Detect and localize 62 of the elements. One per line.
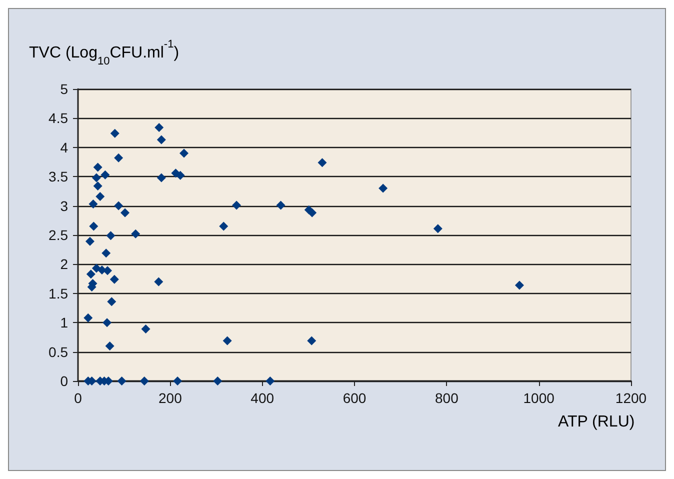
point	[141, 324, 150, 334]
y-tick-label: 1	[60, 314, 68, 331]
point	[213, 376, 222, 386]
point	[85, 236, 94, 246]
point	[156, 173, 166, 182]
point	[222, 336, 232, 346]
point	[307, 336, 316, 346]
point	[266, 376, 275, 386]
y-tick-label: 0.5	[48, 344, 68, 360]
point	[232, 200, 242, 210]
point	[105, 341, 114, 350]
point	[276, 200, 286, 210]
point	[114, 201, 124, 210]
point	[114, 153, 124, 162]
point	[378, 184, 388, 193]
y-tick-label: 4.5	[48, 110, 68, 126]
y-tick-label: 2	[60, 256, 68, 272]
point	[88, 200, 98, 209]
point	[93, 181, 102, 190]
point	[156, 135, 166, 144]
x-tick-label: 600	[342, 390, 366, 406]
x-tick-label: 0	[74, 390, 82, 406]
point	[433, 224, 442, 234]
x-tick-label: 1000	[523, 390, 555, 406]
point	[110, 128, 120, 138]
y-tick-label: 3	[60, 198, 68, 214]
point	[219, 222, 228, 231]
x-tick-label: 800	[434, 390, 459, 406]
y-tick-label: 2.5	[48, 227, 68, 243]
y-tick-label: 3.5	[48, 168, 68, 185]
point	[318, 158, 327, 168]
point	[93, 162, 102, 172]
x-axis-title: ATP (RLU)	[558, 414, 635, 430]
x-tick-label: 1200	[615, 390, 647, 406]
point	[92, 173, 101, 182]
point	[179, 148, 188, 158]
point	[140, 376, 149, 386]
point	[89, 222, 98, 231]
y-tick-label: 0	[60, 373, 68, 389]
point	[120, 208, 130, 218]
point	[514, 280, 524, 290]
point	[96, 192, 105, 201]
point	[308, 208, 317, 218]
point	[131, 229, 140, 238]
point	[154, 123, 164, 132]
point	[173, 376, 182, 386]
point	[102, 248, 111, 258]
x-tick-label: 200	[158, 390, 182, 406]
point	[117, 376, 126, 386]
point	[107, 297, 116, 306]
point	[106, 231, 116, 240]
point	[154, 277, 164, 286]
point	[100, 170, 110, 180]
point	[110, 274, 119, 284]
y-tick-label: 1.5	[48, 285, 68, 302]
y-tick-label: 5	[60, 81, 68, 97]
point	[102, 318, 112, 328]
x-tick-label: 400	[250, 390, 274, 406]
point	[84, 313, 93, 322]
y-tick-label: 4	[60, 139, 68, 156]
point	[86, 270, 96, 279]
point	[92, 264, 101, 273]
